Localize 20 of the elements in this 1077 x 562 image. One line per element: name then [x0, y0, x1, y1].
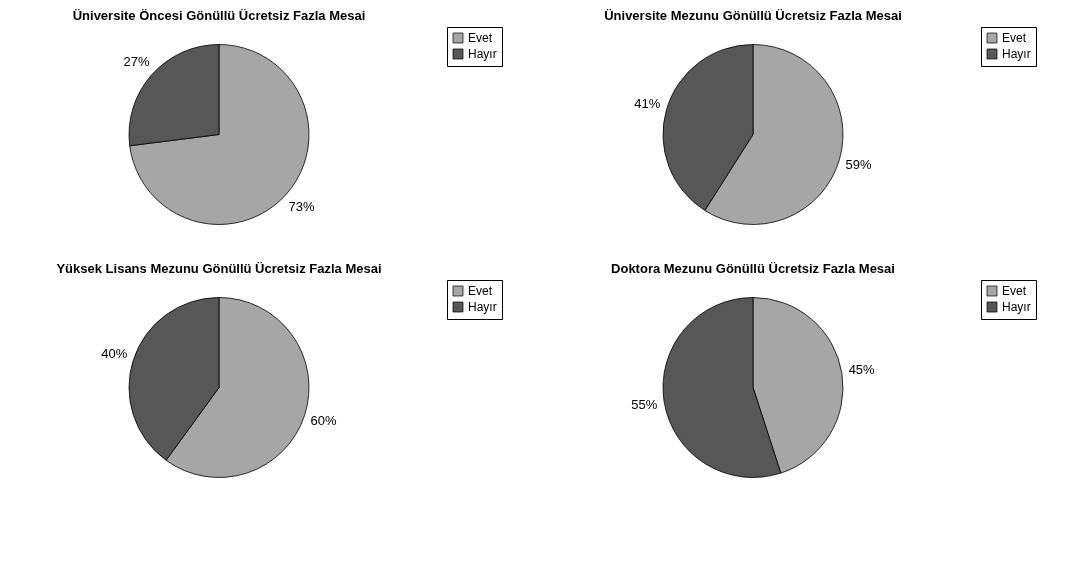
data-label: 59%	[845, 157, 873, 173]
legend-label: Hayır	[468, 47, 497, 61]
legend-label: Evet	[468, 284, 493, 298]
chart-title: Üniversite Öncesi Gönüllü Ücretsiz Fazla Mesai	[72, 7, 366, 23]
data-label: 60%	[310, 413, 338, 429]
data-label: 41%	[634, 95, 661, 111]
data-label: 27%	[123, 53, 150, 69]
chart-title: Doktora Mezunu Gönüllü Ücretsiz Fazla Mesai	[611, 260, 895, 276]
legend-label: Evet	[1002, 31, 1027, 45]
legend-label: Hayır	[468, 300, 497, 314]
legend-label: Hayır	[1002, 300, 1031, 314]
chart-title: Yüksek Lisans Mezunu Gönüllü Ücretsiz Fazla Mesai	[56, 260, 382, 276]
data-label: 73%	[288, 199, 315, 215]
legend-label: Hayır	[1002, 47, 1031, 61]
data-label: 45%	[848, 362, 876, 378]
data-label: 55%	[631, 396, 658, 412]
legend-label: Evet	[468, 31, 493, 45]
chart-title: Üniversite Mezunu Gönüllü Ücretsiz Fazla Mesai	[604, 7, 902, 23]
legend-label: Evet	[1002, 284, 1027, 298]
data-label: 40%	[101, 345, 128, 361]
